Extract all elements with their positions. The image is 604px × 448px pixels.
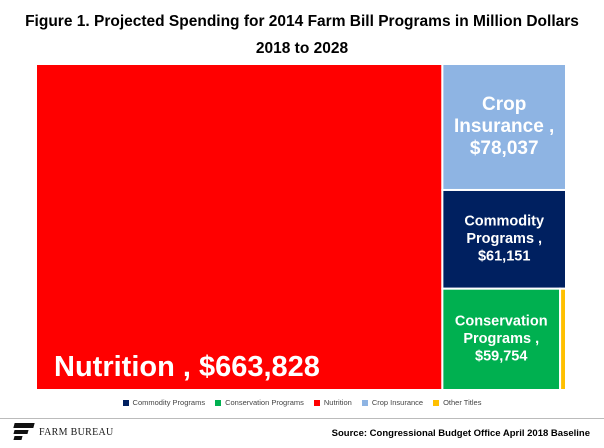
treemap-label-conservation-programs: Conservation Programs , $59,754 xyxy=(455,313,548,364)
treemap-cell-crop-insurance xyxy=(441,64,566,191)
legend-label: Crop Insurance xyxy=(371,398,424,407)
legend-swatch xyxy=(361,399,368,406)
legend-label: Conservation Programs xyxy=(225,398,304,407)
legend-label: Other Titles xyxy=(443,398,482,407)
farm-bureau-logo: FARM BUREAU xyxy=(13,423,114,441)
treemap-chart: Nutrition , $663,828 Crop Insurance , $78,0… xyxy=(36,64,566,390)
legend-swatch xyxy=(215,399,222,406)
chart-title: Figure 1. Projected Spending for 2014 Fa… xyxy=(25,13,579,30)
chart-legend: Commodity Programs Conservation Programs N… xyxy=(0,398,604,407)
legend-swatch xyxy=(122,399,129,406)
treemap-label-commodity-programs: Commodity Programs , $61,151 xyxy=(464,213,544,264)
legend-item-crop-insurance: Crop Insurance xyxy=(361,398,424,407)
legend-item-commodity-programs: Commodity Programs xyxy=(122,398,206,407)
treemap-cell-nutrition xyxy=(36,64,444,390)
footer-divider xyxy=(0,418,604,419)
source-note: Source: Congressional Budget Office Apri… xyxy=(331,428,590,439)
legend-label: Commodity Programs xyxy=(132,398,206,407)
legend-item-nutrition: Nutrition xyxy=(313,398,352,407)
logo-text: FARM BUREAU xyxy=(39,426,114,438)
treemap-label-crop-insurance: Crop Insurance , $78,037 xyxy=(454,94,554,159)
farm-bureau-logo-icon xyxy=(13,423,35,441)
legend-item-conservation-programs: Conservation Programs xyxy=(215,398,304,407)
legend-item-other-titles: Other Titles xyxy=(433,398,481,407)
treemap-cell-other-titles xyxy=(559,287,566,390)
chart-subtitle: 2018 to 2028 xyxy=(255,40,349,57)
legend-swatch xyxy=(313,399,320,406)
treemap-cell-commodity-programs xyxy=(441,188,566,290)
legend-swatch xyxy=(433,399,440,406)
treemap-label-nutrition: Nutrition , $663,828 xyxy=(54,351,320,383)
legend-label: Nutrition xyxy=(323,398,352,407)
